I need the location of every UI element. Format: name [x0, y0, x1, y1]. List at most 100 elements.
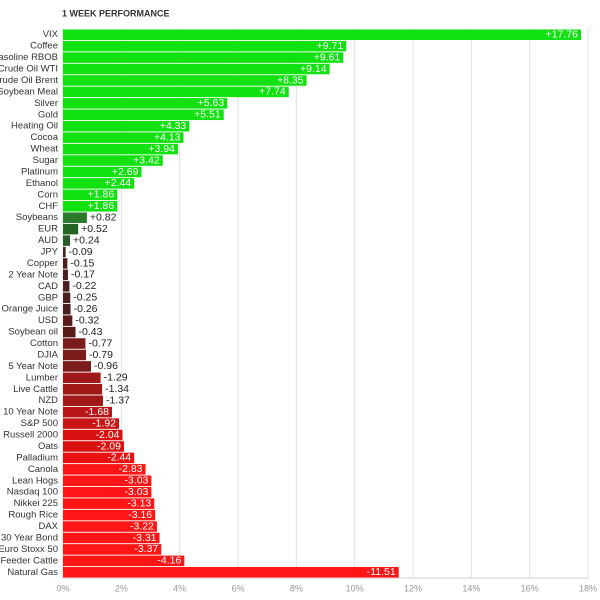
bar	[63, 464, 146, 475]
bar	[63, 452, 135, 464]
data-label: +8.35	[277, 74, 304, 86]
data-label: -2.83	[119, 463, 143, 475]
bar	[63, 418, 119, 429]
y-tick-label: Gold	[38, 109, 58, 120]
y-tick-label: Euro Stoxx 50	[0, 544, 58, 555]
data-label: -11.51	[367, 566, 396, 578]
bar	[63, 326, 76, 338]
y-tick-label: EUR	[38, 224, 58, 235]
bar	[63, 349, 87, 361]
y-tick-label: Silver	[34, 98, 58, 109]
bar	[63, 235, 70, 246]
y-tick-label: Soybean oil	[8, 327, 58, 338]
data-label: -3.03	[124, 475, 148, 487]
bar	[63, 315, 73, 326]
y-tick-label: Sugar	[33, 155, 58, 166]
data-label: -0.17	[71, 269, 95, 281]
bar	[63, 246, 66, 258]
x-tick-label: 6%	[231, 583, 244, 593]
bar	[63, 338, 86, 349]
data-label: -0.09	[69, 246, 93, 258]
y-tick-label: Crude Oil Brent	[0, 75, 58, 86]
bar	[63, 223, 79, 235]
data-label: -3.13	[127, 497, 151, 509]
y-tick-label: Gasoline RBOB	[0, 52, 58, 63]
bar	[63, 303, 71, 315]
y-tick-label: Cocoa	[31, 132, 59, 143]
x-tick-label: 4%	[173, 583, 186, 593]
chart-title: 1 WEEK PERFORMANCE	[62, 8, 170, 18]
data-label: -0.77	[88, 337, 112, 349]
data-label: -1.34	[105, 383, 129, 395]
bar	[63, 475, 152, 487]
data-label: +1.86	[88, 189, 115, 201]
bar	[63, 406, 112, 418]
x-tick-label: 16%	[521, 583, 539, 593]
data-label: -3.22	[130, 520, 154, 532]
data-label: -3.16	[128, 509, 152, 521]
data-label: +2.69	[112, 166, 139, 178]
y-tick-label: DAX	[38, 521, 58, 532]
data-label: -4.16	[157, 555, 181, 567]
data-label: -0.26	[74, 303, 98, 315]
bar	[63, 384, 103, 395]
y-tick-label: Cotton	[30, 338, 58, 349]
x-tick-label: 12%	[404, 583, 422, 593]
y-tick-label: 30 Year Bond	[1, 532, 58, 543]
bar	[63, 258, 68, 269]
y-tick-label: Oats	[38, 441, 58, 452]
bar	[63, 189, 118, 201]
data-label: -0.22	[72, 280, 96, 292]
bar	[63, 109, 224, 121]
bar	[63, 86, 289, 98]
data-label: +17.76	[546, 29, 579, 41]
y-tick-label: Wheat	[31, 144, 59, 155]
bar	[63, 52, 344, 63]
bar	[63, 201, 118, 212]
y-tick-label: GBP	[38, 292, 58, 303]
bar	[63, 555, 185, 567]
bar	[63, 155, 163, 166]
data-label: -0.79	[89, 349, 113, 361]
y-tick-label: Copper	[27, 258, 58, 269]
data-label: -0.43	[79, 326, 103, 338]
y-tick-label: Platinum	[21, 166, 58, 177]
data-label: +9.61	[314, 51, 341, 63]
y-tick-label: AUD	[38, 235, 58, 246]
y-tick-label: Soybean Meal	[0, 86, 58, 97]
data-label: +7.74	[259, 86, 286, 98]
y-tick-label: Russell 2000	[3, 430, 58, 441]
x-tick-label: 2%	[115, 583, 128, 593]
y-tick-label: Live Cattle	[13, 384, 58, 395]
x-tick-label: 10%	[346, 583, 364, 593]
data-label: -3.03	[124, 486, 148, 498]
bar	[63, 498, 155, 509]
data-label: -2.04	[96, 429, 120, 441]
y-tick-label: Canola	[28, 464, 59, 475]
y-tick-label: VIX	[43, 29, 59, 40]
data-label: -2.09	[97, 440, 121, 452]
y-tick-label: Heating Oil	[11, 121, 58, 132]
y-tick-label: CAD	[38, 281, 58, 292]
x-tick-label: 14%	[462, 583, 480, 593]
data-label: +3.42	[133, 154, 160, 166]
data-label: +4.13	[154, 131, 181, 143]
y-tick-label: 5 Year Note	[8, 361, 58, 372]
bar	[63, 509, 156, 521]
bar	[63, 166, 142, 178]
y-tick-label: Palladium	[16, 452, 58, 463]
bar	[63, 567, 399, 578]
data-label: -3.37	[134, 543, 158, 555]
data-label: +2.44	[105, 177, 132, 189]
data-label: -1.92	[92, 417, 116, 429]
bar	[63, 40, 347, 52]
y-tick-label: Orange Juice	[1, 304, 58, 315]
data-label: -3.31	[133, 532, 157, 544]
y-tick-label: Lumber	[26, 372, 58, 383]
data-label: -0.15	[70, 257, 94, 269]
x-tick-label: 18%	[579, 583, 597, 593]
y-tick-label: Lean Hogs	[12, 475, 58, 486]
bar	[63, 120, 190, 132]
data-label: +9.14	[300, 63, 327, 75]
